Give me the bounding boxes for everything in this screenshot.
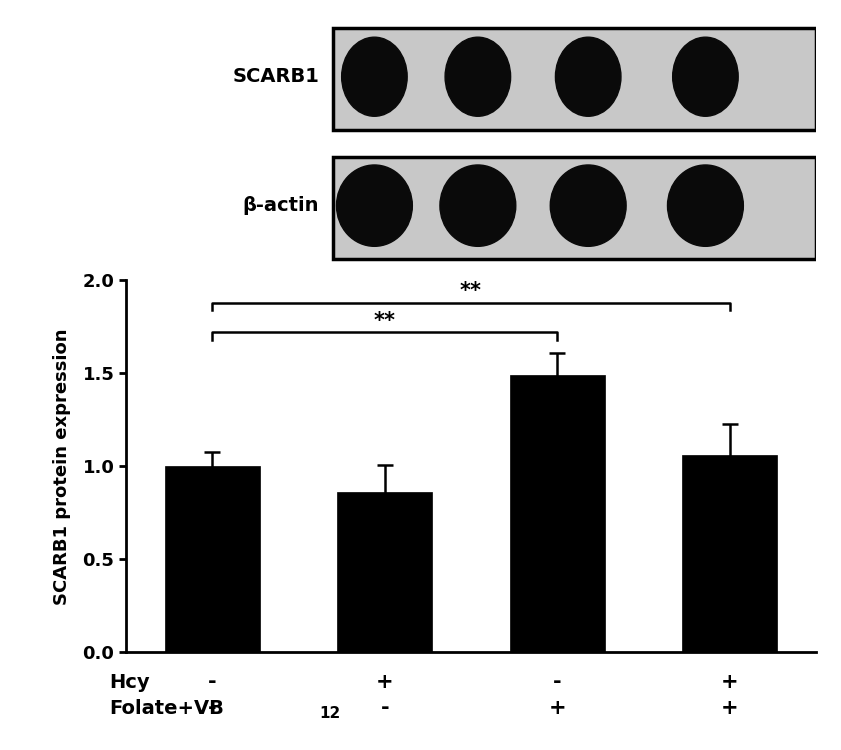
Bar	[682, 455, 777, 652]
Text: Hcy: Hcy	[108, 673, 150, 692]
Ellipse shape	[336, 165, 412, 246]
Bar	[165, 466, 260, 652]
Text: 12: 12	[320, 706, 341, 721]
Ellipse shape	[550, 165, 626, 246]
Bar	[510, 375, 605, 652]
Y-axis label: SCARB1 protein expression: SCARB1 protein expression	[53, 328, 71, 604]
Text: β-actin: β-actin	[243, 196, 320, 215]
Bar	[333, 28, 816, 130]
Text: +: +	[721, 698, 738, 718]
Ellipse shape	[440, 165, 516, 246]
Text: SCARB1: SCARB1	[232, 68, 320, 86]
Text: -: -	[553, 672, 562, 692]
Bar	[337, 493, 432, 652]
Text: **: **	[460, 280, 482, 301]
Bar	[333, 157, 816, 259]
Text: -: -	[208, 698, 217, 718]
Text: Folate+VB: Folate+VB	[108, 699, 224, 718]
Bar	[333, 28, 816, 130]
Ellipse shape	[555, 38, 621, 116]
Ellipse shape	[673, 38, 738, 116]
Text: +: +	[376, 672, 394, 692]
Text: -: -	[380, 698, 389, 718]
Text: **: **	[373, 310, 396, 331]
Ellipse shape	[341, 38, 407, 116]
Text: +: +	[548, 698, 566, 718]
Text: -: -	[208, 672, 217, 692]
Text: +: +	[721, 672, 738, 692]
Bar	[333, 157, 816, 259]
Ellipse shape	[445, 38, 510, 116]
Ellipse shape	[668, 165, 743, 246]
